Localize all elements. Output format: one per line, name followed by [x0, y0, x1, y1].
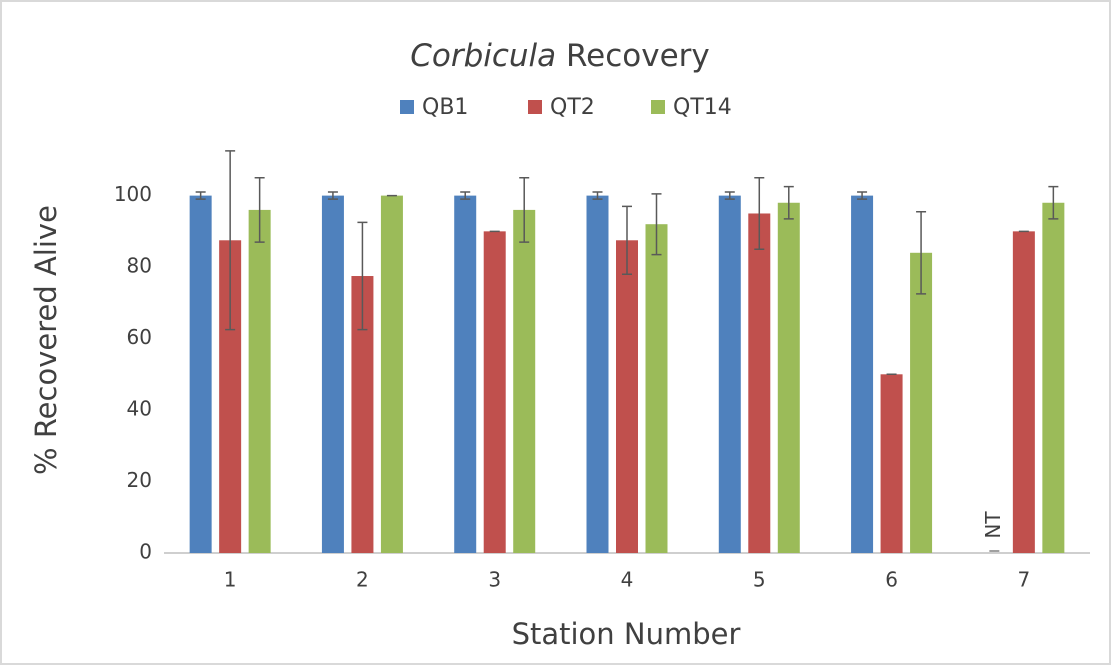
error-bar — [651, 193, 662, 256]
bar — [616, 240, 638, 554]
x-tick-label: 5 — [753, 568, 766, 592]
y-tick-label: 80 — [127, 254, 152, 278]
bar — [513, 209, 536, 553]
y-tick-label: 40 — [127, 397, 152, 421]
y-tick-label: 0 — [139, 540, 152, 564]
bar — [248, 209, 271, 553]
chart-title: Corbicula Recovery — [410, 38, 710, 74]
error-bar — [754, 176, 765, 250]
x-tick-label: 1 — [224, 568, 237, 592]
error-bar — [327, 191, 338, 200]
x-tick-label: 3 — [488, 568, 501, 592]
error-bar — [254, 176, 265, 243]
bar — [645, 224, 668, 553]
error-bar — [460, 191, 471, 200]
x-tick-label: 6 — [885, 568, 898, 592]
bar — [777, 202, 800, 553]
error-bar — [724, 191, 735, 200]
x-tick-label: 7 — [1017, 568, 1030, 592]
y-tick-label: 20 — [127, 468, 152, 492]
legend-label: QT14 — [673, 95, 732, 120]
title-part: Recovery — [566, 38, 710, 74]
annotation: NT — [981, 511, 1005, 539]
bar — [748, 213, 771, 553]
x-tick-label: 4 — [621, 568, 634, 592]
legend-label: QB1 — [422, 95, 468, 120]
error-bar — [916, 210, 927, 295]
legend-swatch — [400, 100, 414, 114]
error-bar — [1048, 185, 1059, 220]
legend-swatch — [651, 100, 665, 114]
bar — [189, 195, 212, 553]
bar — [910, 252, 933, 553]
y-tick-label: 100 — [114, 182, 152, 206]
title-part: Corbicula — [410, 38, 556, 74]
y-axis-title: % Recovered Alive — [29, 205, 63, 475]
bar — [1012, 231, 1035, 553]
bar — [321, 195, 344, 553]
bar — [380, 195, 403, 553]
x-tick-label: 2 — [356, 568, 369, 592]
error-bar — [857, 191, 868, 200]
legend-swatch — [528, 100, 542, 114]
bar — [483, 231, 506, 553]
error-bar — [592, 191, 603, 200]
error-bar — [519, 176, 530, 243]
bar — [851, 195, 874, 553]
bar — [718, 195, 741, 553]
bar — [219, 240, 242, 554]
x-axis-title: Station Number — [512, 617, 741, 651]
legend-label: QT2 — [550, 95, 595, 120]
error-bar — [622, 205, 632, 275]
bar — [351, 276, 374, 553]
error-bar — [357, 221, 368, 331]
bar — [880, 374, 903, 553]
bar — [1042, 202, 1065, 553]
error-bar — [195, 191, 206, 200]
bar — [586, 195, 609, 553]
error-bar — [225, 150, 236, 331]
bar — [454, 195, 477, 553]
y-tick-label: 60 — [127, 325, 152, 349]
error-bar — [783, 185, 794, 220]
